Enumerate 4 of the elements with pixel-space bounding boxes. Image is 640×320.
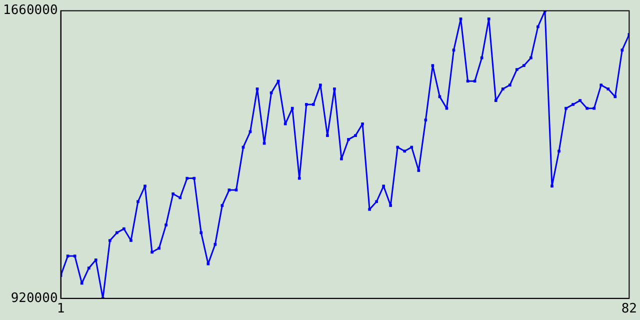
x-tick-label: 1 [56, 302, 65, 317]
y-tick-label: 1660000 [2, 3, 58, 18]
y-tick-label: 920000 [10, 290, 58, 306]
x-tick-label: 82 [621, 302, 637, 317]
